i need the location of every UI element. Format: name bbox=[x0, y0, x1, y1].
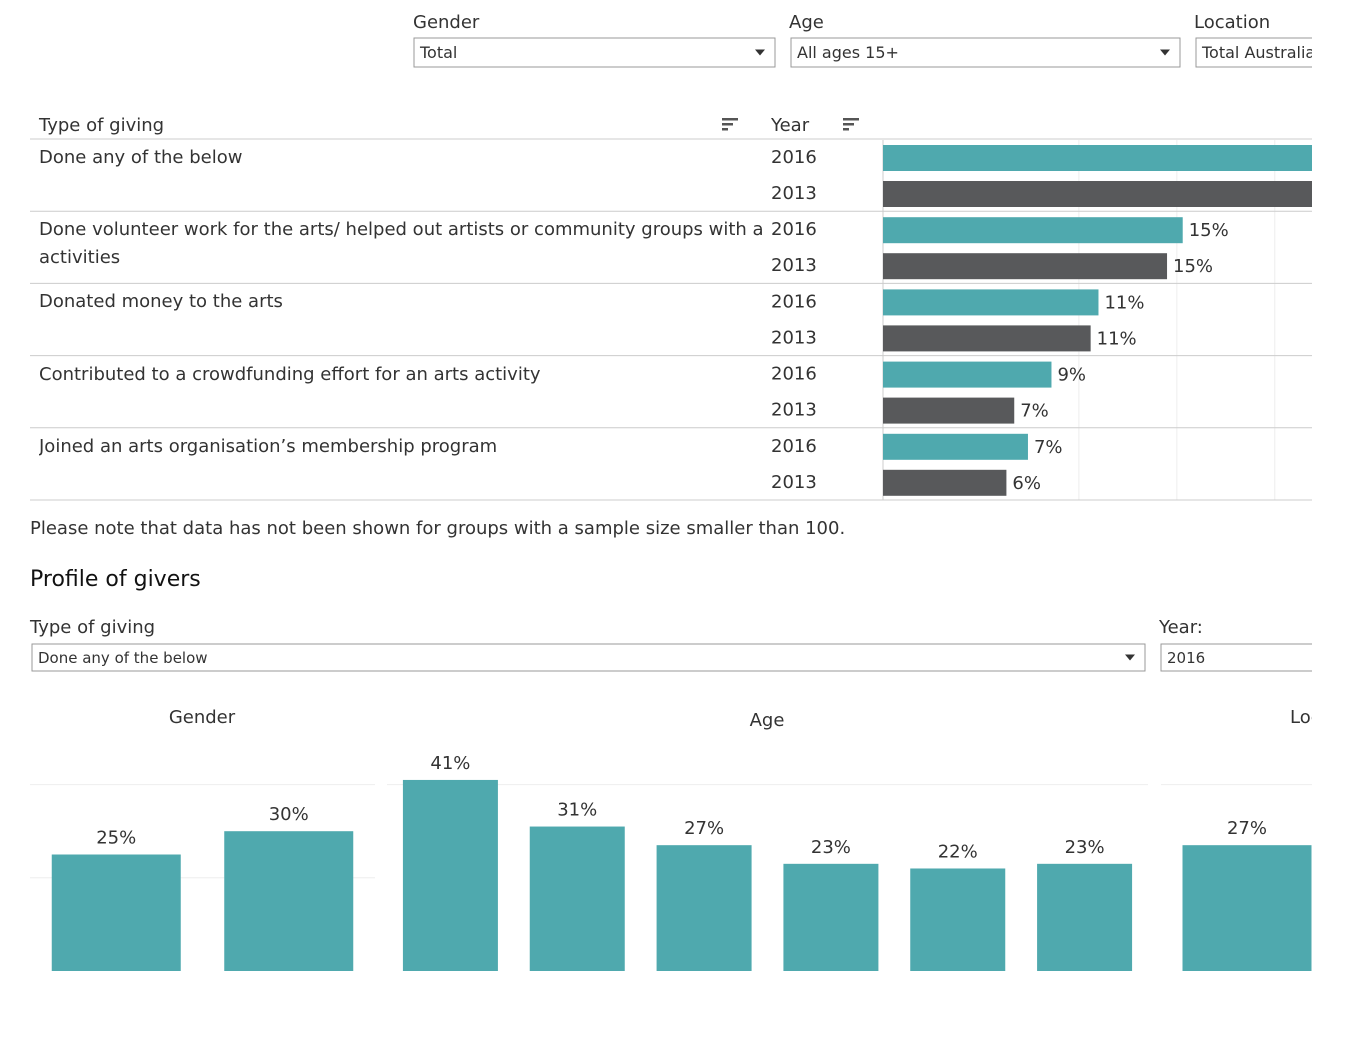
dropdown[interactable]: Done any of the below bbox=[31, 643, 1146, 672]
bar bbox=[883, 145, 1312, 171]
bar bbox=[883, 469, 1007, 496]
dashboard-content: Gender Total Age All ages 15+ Location Total … bbox=[29, 12, 1346, 971]
dropdown-value: Done any of the below bbox=[38, 649, 208, 667]
value-label: 15% bbox=[1173, 256, 1213, 277]
value-label: 7% bbox=[1034, 437, 1063, 458]
value-label: 11% bbox=[1104, 292, 1144, 313]
value-label: 41% bbox=[430, 753, 470, 774]
value-label: 27% bbox=[1227, 818, 1267, 839]
value-label: 23% bbox=[811, 837, 851, 858]
value-label: 30% bbox=[269, 804, 309, 825]
year-label: 2013 bbox=[771, 327, 817, 348]
chart-title: Location bbox=[1290, 707, 1346, 728]
chart-title: Age bbox=[750, 710, 785, 731]
dropdown-box[interactable] bbox=[1195, 37, 1346, 68]
chart-title: Gender bbox=[169, 707, 236, 728]
bar bbox=[910, 868, 1006, 971]
value-label: 6% bbox=[1012, 473, 1041, 494]
dropdown-value: All ages 15+ bbox=[797, 43, 899, 62]
filter-label: Year: bbox=[1158, 617, 1203, 638]
year-label: 2013 bbox=[771, 183, 817, 204]
dropdown[interactable]: Total bbox=[413, 37, 776, 68]
filter-label: Gender bbox=[413, 12, 480, 33]
year-label: 2016 bbox=[771, 291, 817, 312]
bar bbox=[402, 779, 498, 971]
dropdown-box[interactable] bbox=[790, 37, 1181, 68]
dropdown-box[interactable] bbox=[1160, 643, 1346, 672]
dropdown[interactable]: 2016 bbox=[1160, 643, 1346, 672]
bar bbox=[1182, 845, 1312, 971]
sort-bar[interactable] bbox=[843, 123, 854, 126]
sort-bar[interactable] bbox=[722, 118, 738, 121]
bar bbox=[783, 863, 879, 971]
row-label-box: Done volunteer work for the arts/ helped… bbox=[39, 219, 763, 269]
value-label: 25% bbox=[96, 828, 136, 849]
section-title: Profile of givers bbox=[30, 567, 201, 592]
column-header: Type of giving bbox=[38, 115, 164, 136]
dropdown-value: 2016 bbox=[1167, 649, 1205, 667]
row-label: Done any of the below bbox=[39, 147, 243, 168]
value-label: 27% bbox=[684, 818, 724, 839]
row-label: Donated money to the arts bbox=[39, 291, 283, 313]
year-label: 2013 bbox=[771, 255, 817, 276]
value-label: 9% bbox=[1057, 365, 1086, 386]
year-label: 2016 bbox=[771, 147, 817, 168]
sort-bar[interactable] bbox=[722, 123, 733, 126]
bar bbox=[1037, 863, 1133, 971]
value-label: 31% bbox=[557, 800, 597, 821]
dropdown-arrow bbox=[1341, 655, 1346, 661]
sort-icon[interactable] bbox=[843, 118, 859, 131]
sort-bar[interactable] bbox=[843, 128, 849, 131]
year-label: 2016 bbox=[771, 219, 817, 240]
value-label: 7% bbox=[1020, 401, 1049, 422]
sort-bar[interactable] bbox=[722, 128, 728, 131]
year-label: 2016 bbox=[771, 364, 817, 385]
bar bbox=[883, 289, 1099, 316]
row-label: Done volunteer work for the arts/ helped… bbox=[39, 219, 763, 269]
dropdown-arrow bbox=[755, 49, 765, 56]
filter-label: Location bbox=[1194, 12, 1270, 33]
bar bbox=[883, 253, 1168, 280]
row-label-box: Done any of the below bbox=[39, 147, 243, 168]
filter-label: Age bbox=[789, 12, 824, 33]
bar bbox=[656, 845, 752, 971]
bar bbox=[224, 831, 354, 971]
dropdown-value: Total Australia bbox=[1201, 43, 1315, 62]
dropdown-box[interactable] bbox=[31, 643, 1146, 672]
dropdown[interactable]: Total Australia bbox=[1195, 37, 1346, 68]
bar bbox=[883, 181, 1312, 207]
row-label-box: Contributed to a crowdfunding effort for… bbox=[39, 363, 541, 385]
bar bbox=[883, 361, 1052, 388]
bar bbox=[883, 325, 1091, 352]
column-header: Year bbox=[770, 115, 810, 136]
filter-label: Type of giving bbox=[29, 617, 155, 638]
row-label: Contributed to a crowdfunding effort for… bbox=[39, 363, 541, 385]
bar bbox=[883, 217, 1183, 244]
bar bbox=[883, 433, 1028, 460]
bar bbox=[51, 854, 181, 971]
value-label: 22% bbox=[938, 841, 978, 862]
sort-icon[interactable] bbox=[722, 118, 738, 131]
value-label: 23% bbox=[1065, 837, 1105, 858]
sort-bar[interactable] bbox=[843, 118, 859, 121]
row-label-box: Donated money to the arts bbox=[39, 291, 283, 313]
year-label: 2013 bbox=[771, 400, 817, 421]
value-label: 15% bbox=[1189, 220, 1229, 241]
dropdown-box[interactable] bbox=[413, 37, 776, 68]
dropdown-value: Total bbox=[419, 43, 457, 62]
value-label: 11% bbox=[1097, 328, 1137, 349]
bar bbox=[883, 397, 1015, 424]
year-label: 2016 bbox=[771, 436, 817, 457]
bar bbox=[529, 826, 625, 971]
note: Please note that data has not been shown… bbox=[30, 518, 845, 539]
dropdown-arrow bbox=[1125, 654, 1135, 661]
dropdown-arrow bbox=[1160, 49, 1170, 56]
year-label: 2013 bbox=[771, 472, 817, 493]
row-label-box: Joined an arts organisation’s membership… bbox=[39, 435, 498, 457]
row-label: Joined an arts organisation’s membership… bbox=[39, 435, 498, 457]
dropdown[interactable]: All ages 15+ bbox=[790, 37, 1181, 68]
